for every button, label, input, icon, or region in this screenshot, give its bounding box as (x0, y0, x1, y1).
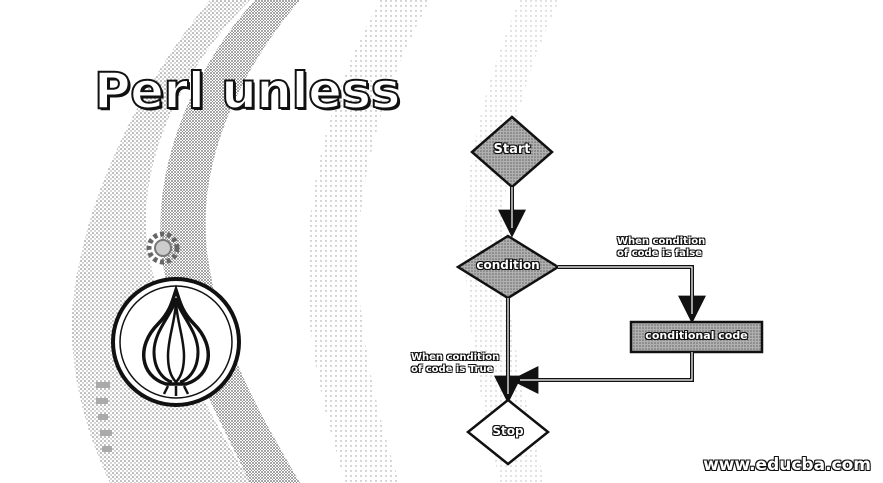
true-branch-label: When condition of code is True (411, 352, 499, 376)
false-branch-label-line1: When condition (617, 236, 706, 247)
stop-node (465, 398, 551, 466)
watermark: www.educba.com (703, 455, 871, 475)
swirl-band-middle (307, 0, 430, 483)
connector-false-branch (558, 265, 706, 324)
gear-icon (146, 231, 180, 265)
conditional-code-label: conditional code (645, 329, 748, 342)
start-label: Start (493, 142, 531, 157)
false-branch-label: When condition of code is false (617, 236, 705, 260)
true-branch-label-line1: When condition (411, 352, 500, 363)
stop-label: Stop (492, 424, 524, 438)
condition-label: condition (476, 258, 540, 272)
false-branch-label-line2: of code is false (617, 248, 703, 259)
conditional-code-node (629, 320, 764, 354)
ruler-marks (96, 382, 112, 452)
page-title: Perl unless (93, 61, 402, 121)
true-branch-label-line2: of code is True (411, 364, 494, 375)
connector-code-return (510, 352, 694, 394)
swirl-band-right (464, 0, 560, 483)
perl-onion-icon (111, 277, 241, 407)
